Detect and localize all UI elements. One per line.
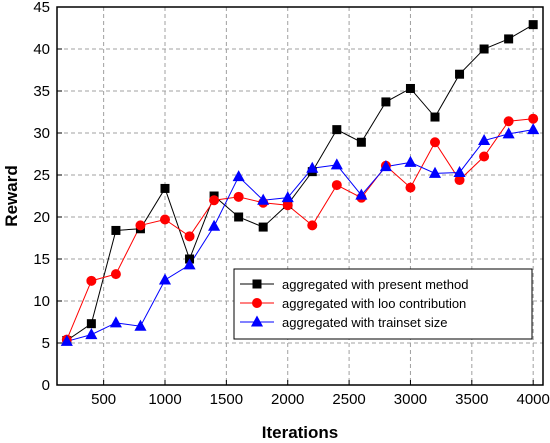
legend-marker bbox=[252, 298, 262, 308]
x-axis-title: Iterations bbox=[262, 423, 339, 442]
y-tick-label: 20 bbox=[33, 209, 50, 226]
data-point-series-1 bbox=[160, 214, 170, 225]
legend: aggregated with present method aggregated… bbox=[233, 268, 533, 340]
data-point-series-2 bbox=[379, 160, 392, 172]
x-tick-label: 4000 bbox=[516, 391, 549, 408]
y-tick-label: 25 bbox=[33, 167, 50, 184]
data-point-series-1 bbox=[135, 220, 146, 231]
y-tick-label: 35 bbox=[33, 83, 50, 100]
legend-label: aggregated with present method bbox=[282, 277, 468, 292]
data-point-series-0 bbox=[86, 319, 96, 329]
data-point-series-2 bbox=[183, 258, 196, 270]
data-point-series-2 bbox=[60, 334, 73, 346]
data-point-series-2 bbox=[404, 155, 417, 167]
data-point-series-0 bbox=[111, 225, 121, 235]
data-point-series-1 bbox=[86, 275, 97, 286]
data-point-series-2 bbox=[85, 328, 98, 340]
x-tick-label: 3000 bbox=[394, 391, 427, 408]
data-point-series-1 bbox=[479, 151, 490, 162]
legend-box bbox=[233, 268, 533, 340]
legend-marker bbox=[250, 315, 264, 327]
data-point-series-0 bbox=[479, 44, 489, 54]
data-point-series-0 bbox=[234, 212, 244, 222]
data-point-series-2 bbox=[306, 161, 319, 173]
plot-area-frame bbox=[56, 6, 544, 386]
data-point-series-1 bbox=[233, 191, 244, 202]
data-point-series-2 bbox=[478, 134, 491, 146]
data-point-series-2 bbox=[257, 193, 270, 205]
legend-label: aggregated with loo contribution bbox=[282, 296, 466, 311]
axis-ticks bbox=[57, 6, 534, 386]
series-line-0 bbox=[66, 24, 534, 341]
data-point-series-0 bbox=[528, 20, 538, 30]
data-point-series-2 bbox=[208, 219, 221, 231]
data-point-series-0 bbox=[455, 69, 465, 79]
data-point-series-1 bbox=[430, 137, 440, 148]
data-point-series-2 bbox=[330, 158, 343, 170]
legend-label: aggregated with trainset size bbox=[282, 315, 447, 330]
legend-marker bbox=[252, 279, 262, 289]
data-point-series-2 bbox=[502, 127, 515, 139]
data-point-series-1 bbox=[209, 195, 220, 206]
data-point-series-1 bbox=[331, 180, 342, 191]
x-tick-label: 500 bbox=[91, 391, 116, 408]
data-point-series-2 bbox=[134, 319, 147, 331]
data-point-series-1 bbox=[528, 113, 539, 124]
data-point-series-1 bbox=[110, 269, 121, 280]
grid-lines bbox=[57, 7, 543, 385]
data-point-series-1 bbox=[307, 220, 318, 231]
series-line-2 bbox=[66, 129, 534, 342]
data-point-series-1 bbox=[184, 231, 195, 242]
data-point-series-0 bbox=[381, 97, 391, 107]
data-point-series-2 bbox=[453, 165, 466, 177]
data-point-series-0 bbox=[430, 112, 440, 122]
data-point-series-1 bbox=[503, 116, 514, 127]
series-markers bbox=[60, 20, 540, 346]
data-point-series-0 bbox=[405, 83, 415, 93]
y-tick-label: 0 bbox=[42, 377, 50, 394]
data-point-series-0 bbox=[332, 125, 342, 135]
data-point-series-2 bbox=[281, 191, 294, 203]
data-point-series-0 bbox=[258, 222, 268, 232]
data-point-series-0 bbox=[356, 137, 366, 147]
x-tick-label: 2000 bbox=[271, 391, 304, 408]
data-point-series-2 bbox=[158, 273, 172, 285]
y-tick-label: 5 bbox=[42, 335, 50, 352]
x-tick-label: 1000 bbox=[148, 391, 181, 408]
y-tick-label: 40 bbox=[33, 41, 50, 58]
x-tick-label: 2500 bbox=[332, 391, 365, 408]
data-point-series-1 bbox=[405, 182, 416, 193]
data-point-series-2 bbox=[109, 316, 122, 328]
y-tick-label: 10 bbox=[33, 293, 50, 310]
y-axis-title: Reward bbox=[2, 165, 21, 226]
x-tick-label: 1500 bbox=[210, 391, 243, 408]
data-point-series-2 bbox=[527, 123, 540, 135]
tick-labels: 0 5 10 15 20 25 30 35 40 45 500 1000 1500 2000 2500 300… bbox=[33, 0, 550, 408]
y-tick-label: 30 bbox=[33, 125, 50, 142]
data-point-series-2 bbox=[232, 170, 245, 182]
data-point-series-2 bbox=[355, 188, 368, 200]
x-tick-label: 3500 bbox=[455, 391, 488, 408]
y-tick-label: 45 bbox=[33, 0, 50, 16]
data-point-series-0 bbox=[160, 183, 170, 193]
data-point-series-0 bbox=[504, 34, 514, 44]
y-tick-label: 15 bbox=[33, 251, 50, 268]
data-point-series-2 bbox=[428, 166, 442, 178]
